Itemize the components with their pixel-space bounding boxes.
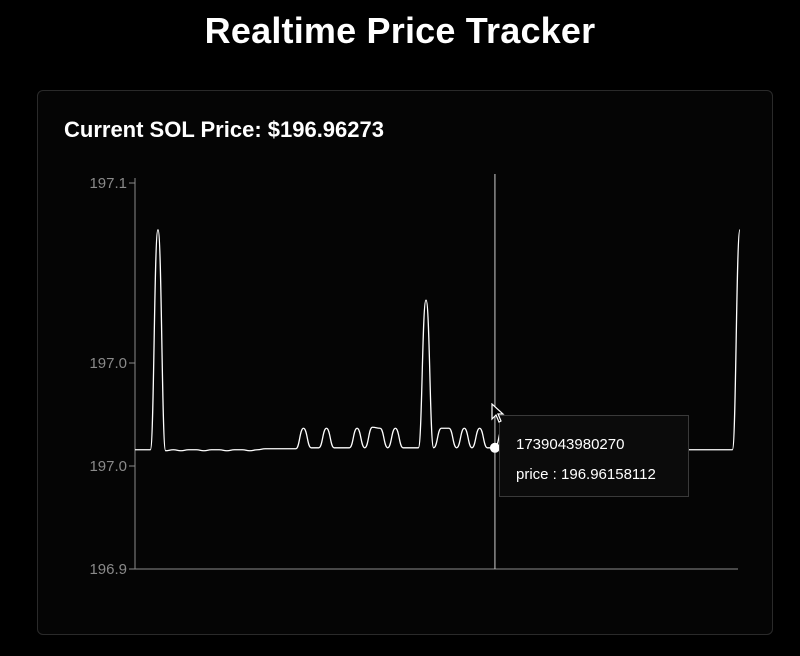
y-axis-ticks: 196.9 197.0 197.0 197.1 xyxy=(89,175,135,578)
hover-point xyxy=(489,442,500,453)
y-tick-label: 197.0 xyxy=(89,355,127,372)
tooltip-timestamp: 1739043980270 xyxy=(516,436,625,453)
y-tick-label: 196.9 xyxy=(89,561,127,578)
current-price-heading: Current SOL Price: $196.96273 xyxy=(64,117,384,142)
y-tick-label: 197.0 xyxy=(89,458,127,475)
chart-card xyxy=(37,90,773,635)
page-title: Realtime Price Tracker xyxy=(204,10,596,51)
chart-tooltip: 1739043980270 price : 196.96158112 xyxy=(499,415,689,497)
y-tick-label: 197.1 xyxy=(89,175,127,192)
mouse-cursor-icon xyxy=(491,403,505,423)
chart-axes xyxy=(134,178,738,570)
tooltip-price: price : 196.96158112 xyxy=(516,466,656,483)
